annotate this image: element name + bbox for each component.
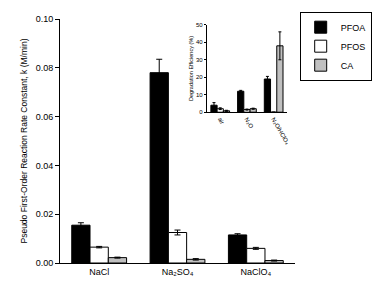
svg-text:0: 0	[199, 109, 203, 115]
svg-text:N₂O/HClO₄: N₂O/HClO₄	[270, 116, 291, 146]
svg-text:40: 40	[196, 39, 203, 45]
svg-text:0.10: 0.10	[36, 14, 54, 24]
svg-text:NaClO₄: NaClO₄	[240, 267, 271, 277]
svg-text:0.08: 0.08	[36, 63, 54, 73]
svg-text:PFOS: PFOS	[341, 42, 366, 52]
svg-text:0.02: 0.02	[36, 209, 54, 219]
svg-text:CA: CA	[341, 61, 354, 71]
svg-text:50: 50	[196, 22, 203, 28]
svg-text:Degradation Efficiency (%): Degradation Efficiency (%)	[188, 36, 194, 101]
svg-text:0.00: 0.00	[36, 258, 54, 268]
svg-text:Na₂SO₄: Na₂SO₄	[162, 267, 194, 277]
svg-text:N₂O: N₂O	[243, 116, 254, 129]
svg-text:20: 20	[196, 74, 203, 80]
svg-text:10: 10	[196, 92, 203, 98]
svg-text:Pseudo First-Order Reaction Ra: Pseudo First-Order Reaction Rate Constan…	[19, 38, 29, 243]
svg-text:0.06: 0.06	[36, 112, 54, 122]
svg-text:PFOA: PFOA	[341, 23, 366, 33]
svg-text:0.04: 0.04	[36, 161, 54, 171]
svg-text:NaCl: NaCl	[89, 267, 109, 277]
svg-text:30: 30	[196, 57, 203, 63]
svg-text:air: air	[217, 116, 226, 125]
